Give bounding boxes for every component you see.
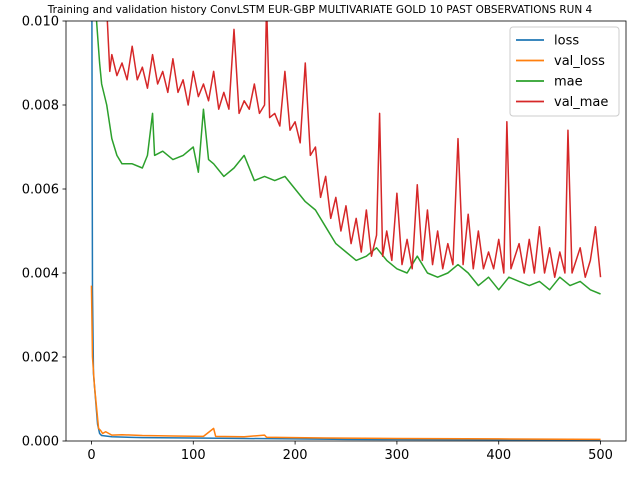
legend-label-loss: loss [554,34,579,49]
legend-label-val_loss: val_loss [554,54,605,69]
x-tick-label: 100 [181,448,206,463]
x-tick-label: 200 [283,448,308,463]
legend-label-val_mae: val_mae [554,95,608,110]
x-tick-label: 300 [384,448,409,463]
chart-title: Training and validation history ConvLSTM… [47,4,593,16]
series-line-mae [95,21,601,295]
y-tick-label: 0.006 [22,183,59,198]
y-tick-label: 0.002 [22,351,59,366]
x-tick-label: 400 [486,448,511,463]
plot-area [65,20,627,442]
y-tick-label: 0.008 [22,99,59,114]
y-tick-label: 0.000 [22,435,59,450]
series-lines [90,21,602,441]
series-line-val_loss [90,285,601,441]
x-axis: 0 100 200 300 400 500 [87,441,613,463]
x-tick-label: 0 [87,448,95,463]
x-tick-label: 500 [588,448,613,463]
series-line-val_mae [106,21,602,278]
legend-box [509,26,620,117]
y-axis: 0.000 0.002 0.004 0.006 0.008 0.010 [22,15,66,450]
y-tick-label: 0.004 [22,267,59,282]
y-tick-label: 0.010 [22,15,59,30]
plot-frame [65,20,627,442]
legend-label-mae: mae [554,75,583,90]
